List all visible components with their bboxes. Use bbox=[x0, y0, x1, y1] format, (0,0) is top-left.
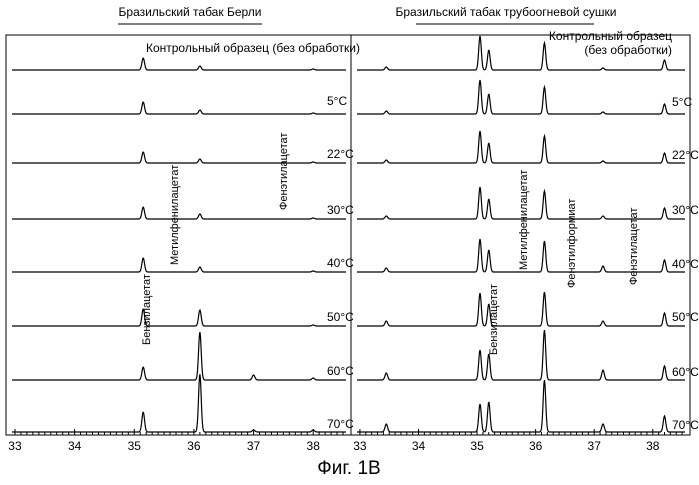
figure-caption: Фиг. 1В bbox=[317, 458, 380, 479]
x-tick-label: 34 bbox=[412, 439, 426, 453]
chromatogram-trace-2 bbox=[12, 152, 346, 163]
compound-label: Метилфенилацетат bbox=[169, 165, 181, 265]
trace-label-temp: 40°C bbox=[327, 256, 354, 270]
compound-label: Фенэтилацетат bbox=[628, 208, 640, 285]
chromatogram-trace-6 bbox=[357, 330, 685, 380]
x-tick-label: 38 bbox=[307, 439, 321, 453]
compound-label-group: Бензилацетат Метилфенилацетат Фенэтилформи… bbox=[488, 170, 640, 355]
x-tick-label: 36 bbox=[187, 439, 201, 453]
chromatogram-trace-5 bbox=[12, 309, 346, 326]
panel-flue-cured: Бразильский табак трубоогневой сушки Кон… bbox=[353, 5, 699, 453]
chromatogram-trace-7 bbox=[357, 380, 685, 432]
trace-label-control: Контрольный образец(без обработки) bbox=[549, 29, 672, 57]
x-tick-label: 38 bbox=[646, 439, 660, 453]
compound-label: Фенэтилацетат bbox=[278, 133, 290, 210]
x-tick-label: 37 bbox=[588, 439, 602, 453]
chromatogram-trace-1 bbox=[12, 102, 346, 114]
compound-label: Бензилацетат bbox=[141, 274, 153, 345]
chromatogram-trace-5 bbox=[357, 292, 685, 326]
x-tick-label: 35 bbox=[128, 439, 142, 453]
x-tick-label: 35 bbox=[470, 439, 484, 453]
chromatogram-trace-0 bbox=[12, 58, 346, 70]
compound-label: Метилфенилацетат bbox=[518, 170, 530, 270]
trace-label-control: Контрольный образец (без обработки) bbox=[146, 41, 360, 55]
trace-label-temp: 50°C bbox=[327, 310, 354, 324]
compound-label-group: Бензилацетат Метилфенилацетат Фенэтилацета… bbox=[141, 133, 290, 345]
trace-label-temp: 22°C bbox=[672, 148, 699, 162]
x-tick-label: 37 bbox=[247, 439, 261, 453]
trace-label-temp: 30°C bbox=[327, 203, 354, 217]
chromatogram-trace-1 bbox=[357, 80, 685, 114]
trace-label-temp: 22°C bbox=[327, 147, 354, 161]
x-tick-label: 33 bbox=[8, 439, 22, 453]
trace-label-temp: 50°C bbox=[672, 310, 699, 324]
trace-label-temp: 70°C bbox=[327, 417, 354, 431]
compound-label: Бензилацетат bbox=[488, 284, 500, 355]
x-tick-label: 33 bbox=[353, 439, 367, 453]
chromatogram-trace-6 bbox=[12, 332, 346, 380]
x-tick-label: 36 bbox=[529, 439, 543, 453]
trace-label-temp: 30°C bbox=[672, 203, 699, 217]
trace-label-temp: 5°C bbox=[327, 94, 347, 108]
x-tick-label: 34 bbox=[68, 439, 82, 453]
trace-label-temp: 5°C bbox=[672, 95, 692, 109]
trace-label-temp: 40°C bbox=[672, 257, 699, 271]
trace-label-temp: 60°C bbox=[327, 364, 354, 378]
chromatogram-trace-7 bbox=[12, 374, 346, 432]
panel-burley: Бразильский табак Берли Контрольный обра… bbox=[8, 5, 360, 453]
trace-label-temp: 60°C bbox=[672, 365, 699, 379]
chromatogram-trace-2 bbox=[357, 131, 685, 163]
panel-title-burley: Бразильский табак Берли bbox=[119, 5, 262, 19]
trace-label-temp: 70°C bbox=[672, 418, 699, 432]
panel-title-flue-cured: Бразильский табак трубоогневой сушки bbox=[395, 5, 616, 19]
compound-label: Фенэтилформиат bbox=[566, 199, 578, 288]
